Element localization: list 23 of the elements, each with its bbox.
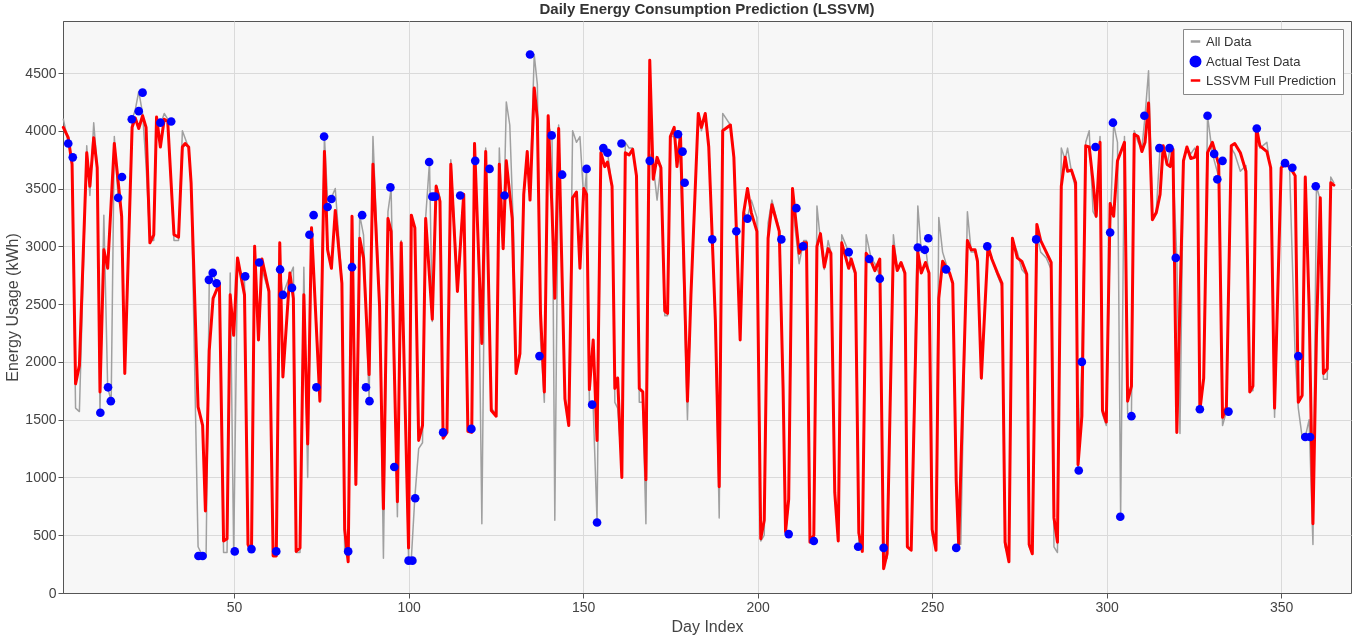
y-tick-label: 1500 — [25, 411, 57, 428]
legend-label: Actual Test Data — [1206, 53, 1302, 69]
x-tick-label: 250 — [920, 598, 945, 615]
y-tick-label: 1000 — [25, 468, 57, 485]
y-tick-label: 2000 — [25, 353, 57, 370]
y-tick-label: 4500 — [25, 64, 57, 81]
legend-label: All Data — [1206, 33, 1253, 49]
x-tick-label: 300 — [1095, 598, 1120, 615]
x-axis-title: Day Index — [671, 617, 744, 635]
y-tick-label: 4000 — [25, 122, 57, 139]
x-tick-label: 50 — [226, 598, 243, 615]
y-tick-label: 2500 — [25, 295, 57, 312]
x-tick-label: 200 — [746, 598, 771, 615]
y-axis-title: Energy Usage (kWh) — [4, 233, 22, 382]
x-tick-label: 150 — [571, 598, 596, 615]
x-tick-label: 350 — [1270, 598, 1294, 615]
x-tick-label: 100 — [397, 598, 421, 615]
y-tick-label: 500 — [33, 526, 57, 543]
y-tick-label: 0 — [48, 584, 57, 601]
chart-title: Daily Energy Consumption Prediction (LSSVM) — [539, 0, 875, 17]
y-tick-label: 3500 — [25, 180, 57, 197]
legend-label: LSSVM Full Prediction — [1206, 72, 1337, 88]
y-tick-label: 3000 — [25, 237, 57, 254]
